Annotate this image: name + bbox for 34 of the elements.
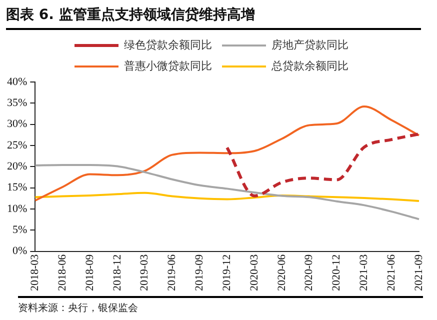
- y-tick-label: 40%: [6, 76, 28, 88]
- y-tick-label: 25%: [6, 139, 28, 152]
- x-tick-label: 2019-03: [138, 254, 151, 292]
- y-tick-label: 30%: [6, 118, 28, 130]
- x-tick-label: 2018-03: [29, 254, 42, 292]
- x-tick-label: 2018-06: [56, 254, 68, 292]
- line-series: [34, 106, 420, 202]
- y-tick-label: 5%: [12, 224, 28, 236]
- y-tick-label: 10%: [6, 202, 28, 215]
- x-tick-label: 2021-03: [358, 254, 370, 292]
- chart-title: 图表 6. 监管重点支持领域信贷维持高增: [6, 6, 421, 30]
- y-tick-label: 20%: [6, 160, 28, 173]
- x-tick-label: 2020-09: [303, 254, 316, 292]
- x-tick-label: 2021-06: [385, 254, 398, 292]
- legend-label: 普惠小微贷款同比: [124, 59, 212, 72]
- x-tick-label: 2018-12: [111, 254, 124, 292]
- x-tick-label: 2020-03: [248, 254, 260, 292]
- y-tick-label: 15%: [6, 182, 28, 194]
- x-tick-label: 2020-06: [276, 254, 288, 292]
- line-series: [226, 132, 420, 198]
- x-tick-label: 2018-09: [84, 254, 96, 292]
- x-tick-label: 2021-09: [412, 254, 425, 292]
- line-series: [34, 164, 420, 220]
- legend-label: 绿色贷款余额同比: [124, 38, 212, 52]
- x-tick-label: 2019-06: [166, 254, 178, 292]
- x-tick-label: 2019-09: [194, 254, 206, 292]
- text: 资料来源：央行，银保监会: [18, 296, 423, 315]
- x-tick-label: 2019-12: [220, 254, 233, 292]
- y-tick-label: 0%: [12, 245, 28, 258]
- y-tick-label: 35%: [6, 97, 28, 110]
- legend-label: 房地产贷款同比: [272, 38, 348, 52]
- line-series: [34, 192, 420, 202]
- legend-label: 总贷款余额同比: [270, 59, 348, 72]
- x-tick-label: 2020-12: [330, 254, 343, 292]
